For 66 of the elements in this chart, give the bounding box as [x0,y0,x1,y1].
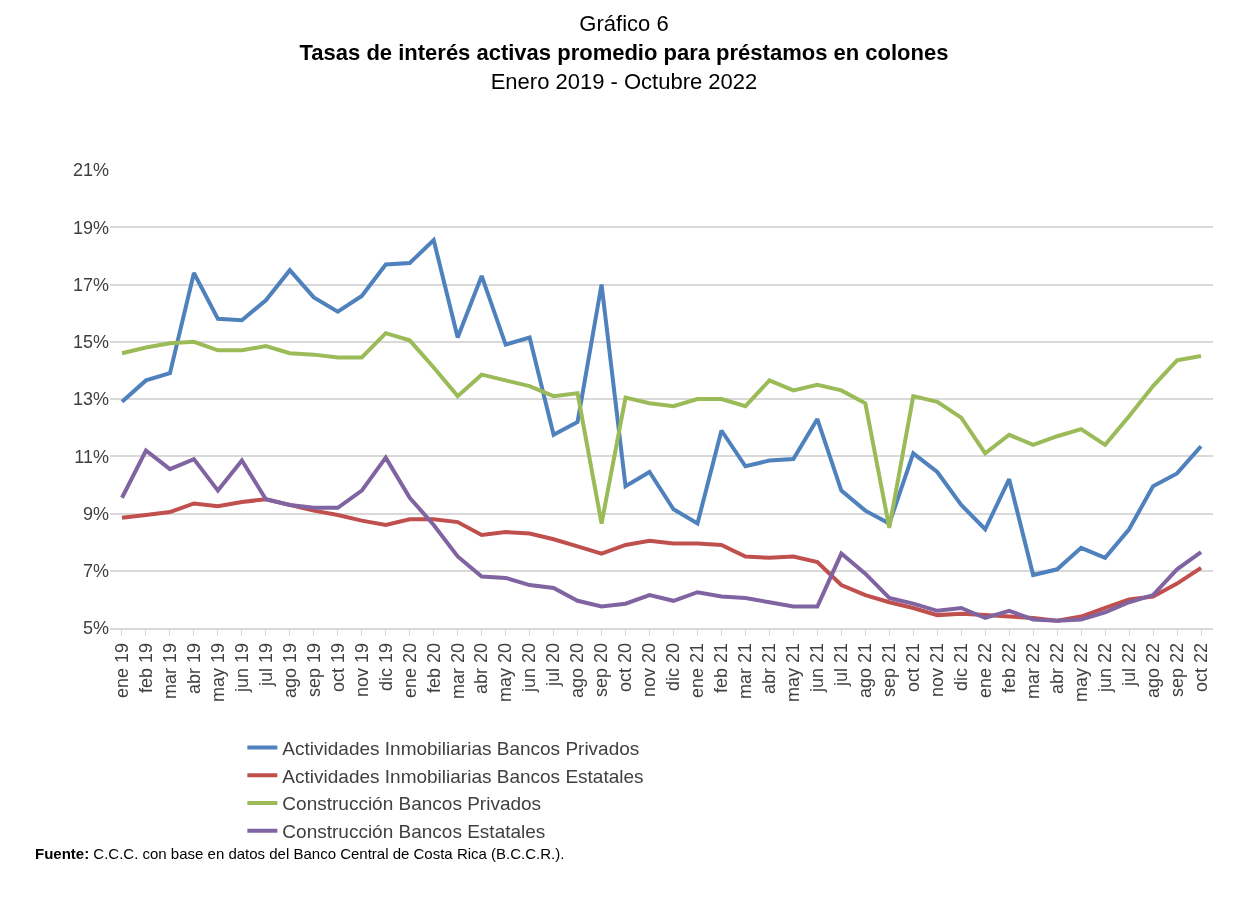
y-tick-label: 7% [82,561,109,582]
x-tick-label: jun 20 [519,642,540,693]
x-tick-label: abr 20 [471,642,492,694]
legend-label: Construcción Bancos Estatales [282,821,546,843]
x-tick-label: ago 19 [279,642,300,699]
x-tick-label: dic 21 [951,642,972,691]
x-tick-label: feb 19 [135,642,156,693]
y-tick-label: 15% [72,332,109,353]
x-tick-label: mar 19 [159,642,180,699]
x-tick-label: sep 20 [591,642,612,697]
x-tick-label: ene 21 [687,642,708,699]
x-tick-label: oct 20 [615,642,636,692]
x-tick-label: sep 21 [879,642,900,697]
x-tick-label: may 21 [783,642,804,702]
legend-label: Actividades Inmobiliarias Bancos Estatales [282,765,644,787]
x-tick-label: may 20 [495,642,516,702]
x-tick-label: jul 19 [255,642,276,687]
x-tick-label: ene 19 [111,642,132,699]
y-tick-label: 17% [72,274,109,295]
y-tick-label: 19% [72,217,109,238]
x-tick-label: abr 22 [1046,642,1067,694]
x-tick-label: dic 19 [375,642,396,691]
x-tick-label: jul 20 [543,642,564,687]
x-tick-label: sep 19 [303,642,324,697]
x-tick-label: nov 21 [927,642,948,697]
chart-subtitle: Enero 2019 - Octubre 2022 [490,68,758,94]
x-tick-label: feb 21 [711,642,732,693]
x-tick-label: may 22 [1070,642,1091,702]
x-tick-label: oct 19 [327,642,348,692]
x-tick-label: feb 20 [423,642,444,693]
x-tick-label: nov 20 [639,642,660,697]
text: Gráfico 6 [579,11,669,37]
x-tick-label: mar 20 [447,642,468,699]
x-tick-label: ago 22 [1142,642,1163,699]
y-tick-label: 9% [82,503,109,524]
x-tick-label: jul 21 [831,642,852,687]
x-tick-label: ago 21 [855,642,876,699]
legend-label: Actividades Inmobiliarias Bancos Privados [282,738,640,760]
x-tick-label: feb 22 [999,642,1020,693]
source-note: Fuente: C.C.C. con base en datos del Banco Central de Costa Rica (B.C.C.R.). [35,845,565,862]
line-series [119,331,1204,530]
x-tick-label: ene 20 [399,642,420,699]
x-tick-label: mar 21 [735,642,756,699]
legend-label: Construcción Bancos Privados [282,793,542,815]
chart-title: Tasas de interés activas promedio para préstamos en colones [299,40,949,66]
y-tick-label: 11% [74,446,109,467]
x-tick-label: ene 22 [975,642,996,699]
y-tick-label: 13% [72,389,109,410]
x-tick-label: abr 19 [183,642,204,694]
x-tick-label: nov 19 [351,642,372,697]
x-tick-label: mar 22 [1023,642,1044,699]
x-tick-label: dic 20 [663,642,684,691]
x-tick-label: jun 19 [231,642,252,693]
x-tick-label: may 19 [207,642,228,702]
x-tick-label: abr 21 [759,642,780,694]
y-tick-label: 5% [82,618,109,639]
x-tick-label: jun 22 [1094,642,1115,693]
x-tick-label: jun 21 [807,642,828,693]
x-tick-label: sep 22 [1166,642,1187,697]
y-tick-label: 21% [72,160,109,181]
line-series [119,448,1204,623]
x-tick-label: oct 21 [903,642,924,692]
x-tick-label: ago 20 [567,642,588,699]
x-tick-label: jul 22 [1118,642,1139,687]
x-tick-label: oct 22 [1190,642,1211,692]
line-series [119,238,1204,578]
